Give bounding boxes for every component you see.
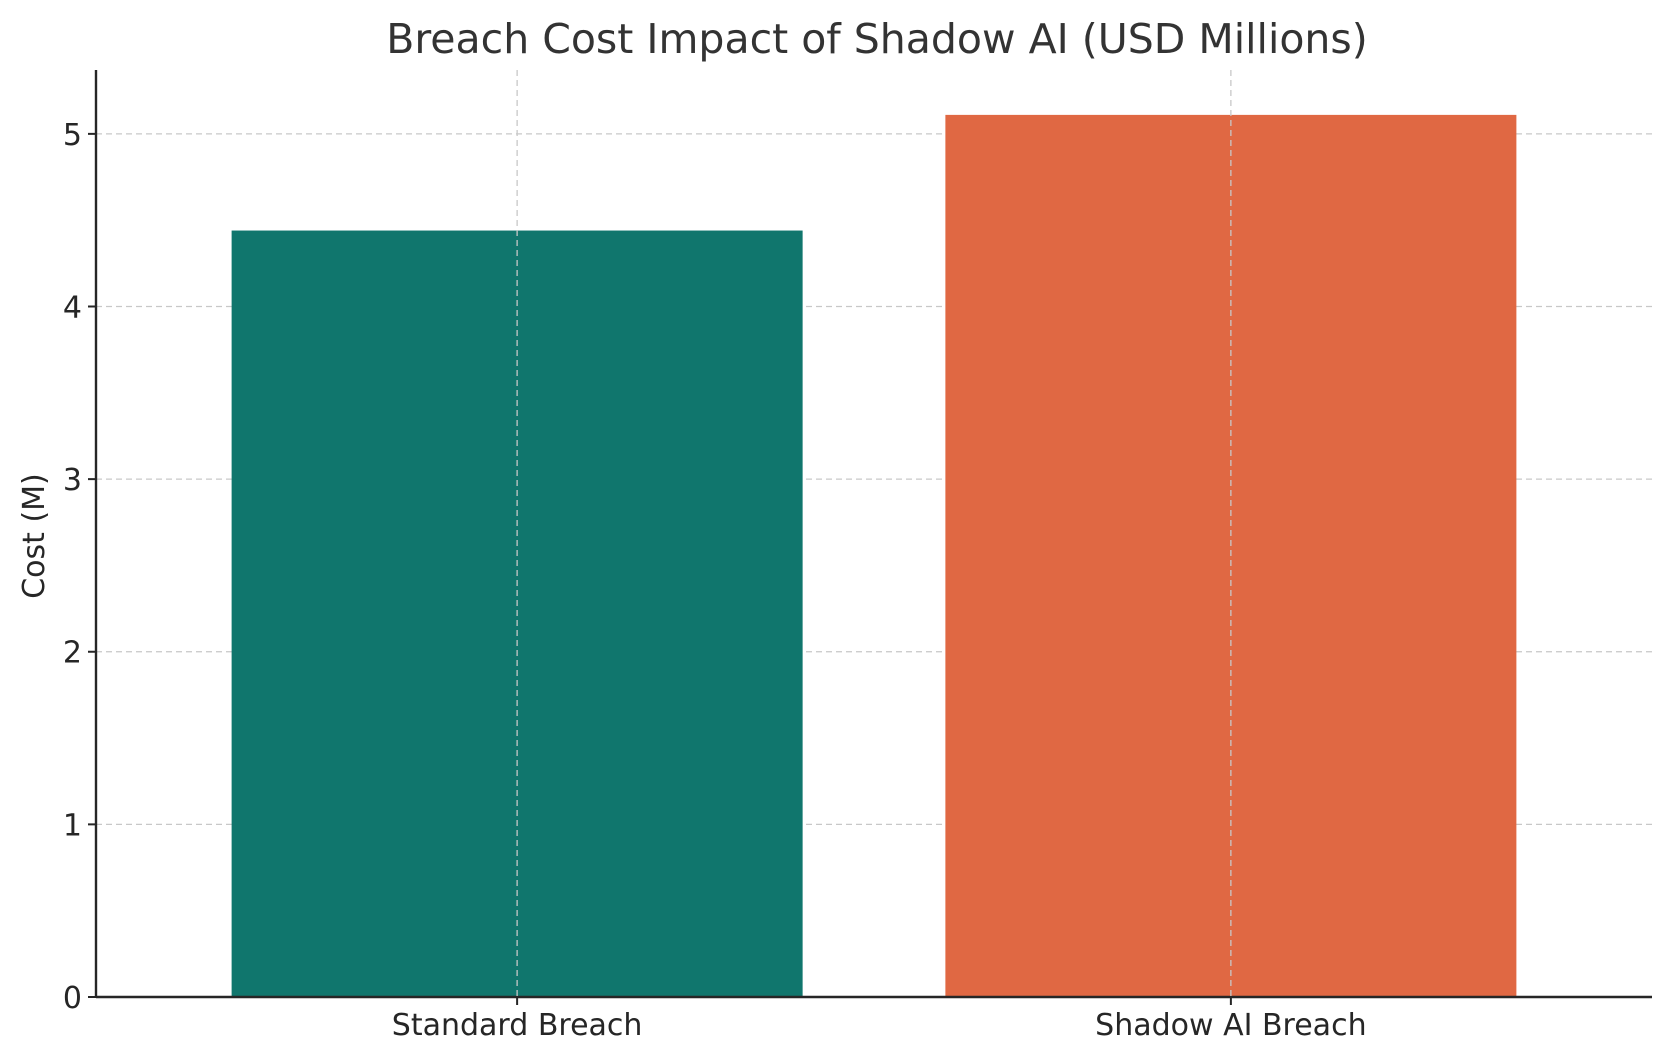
- y-tick-label: 1: [63, 808, 82, 843]
- tick-labels: 0 1 2 3 4 5 Standard Breach Shadow AI Breach: [63, 70, 1367, 1043]
- axes: [88, 70, 1652, 1005]
- x-tick-label: Shadow AI Breach: [1095, 1008, 1366, 1043]
- y-axis-label: Cost (M): [17, 473, 52, 599]
- chart-title: Breach Cost Impact of Shadow AI (USD Mil…: [386, 15, 1368, 63]
- bars: [231, 114, 1517, 998]
- y-tick-label: 2: [63, 636, 82, 671]
- x-tick-label: Standard Breach: [392, 1008, 643, 1043]
- y-tick-label: 4: [63, 290, 82, 325]
- y-tick-label: 0: [63, 981, 82, 1016]
- y-tick-label: 5: [63, 118, 82, 153]
- y-tick-label: 3: [63, 463, 82, 498]
